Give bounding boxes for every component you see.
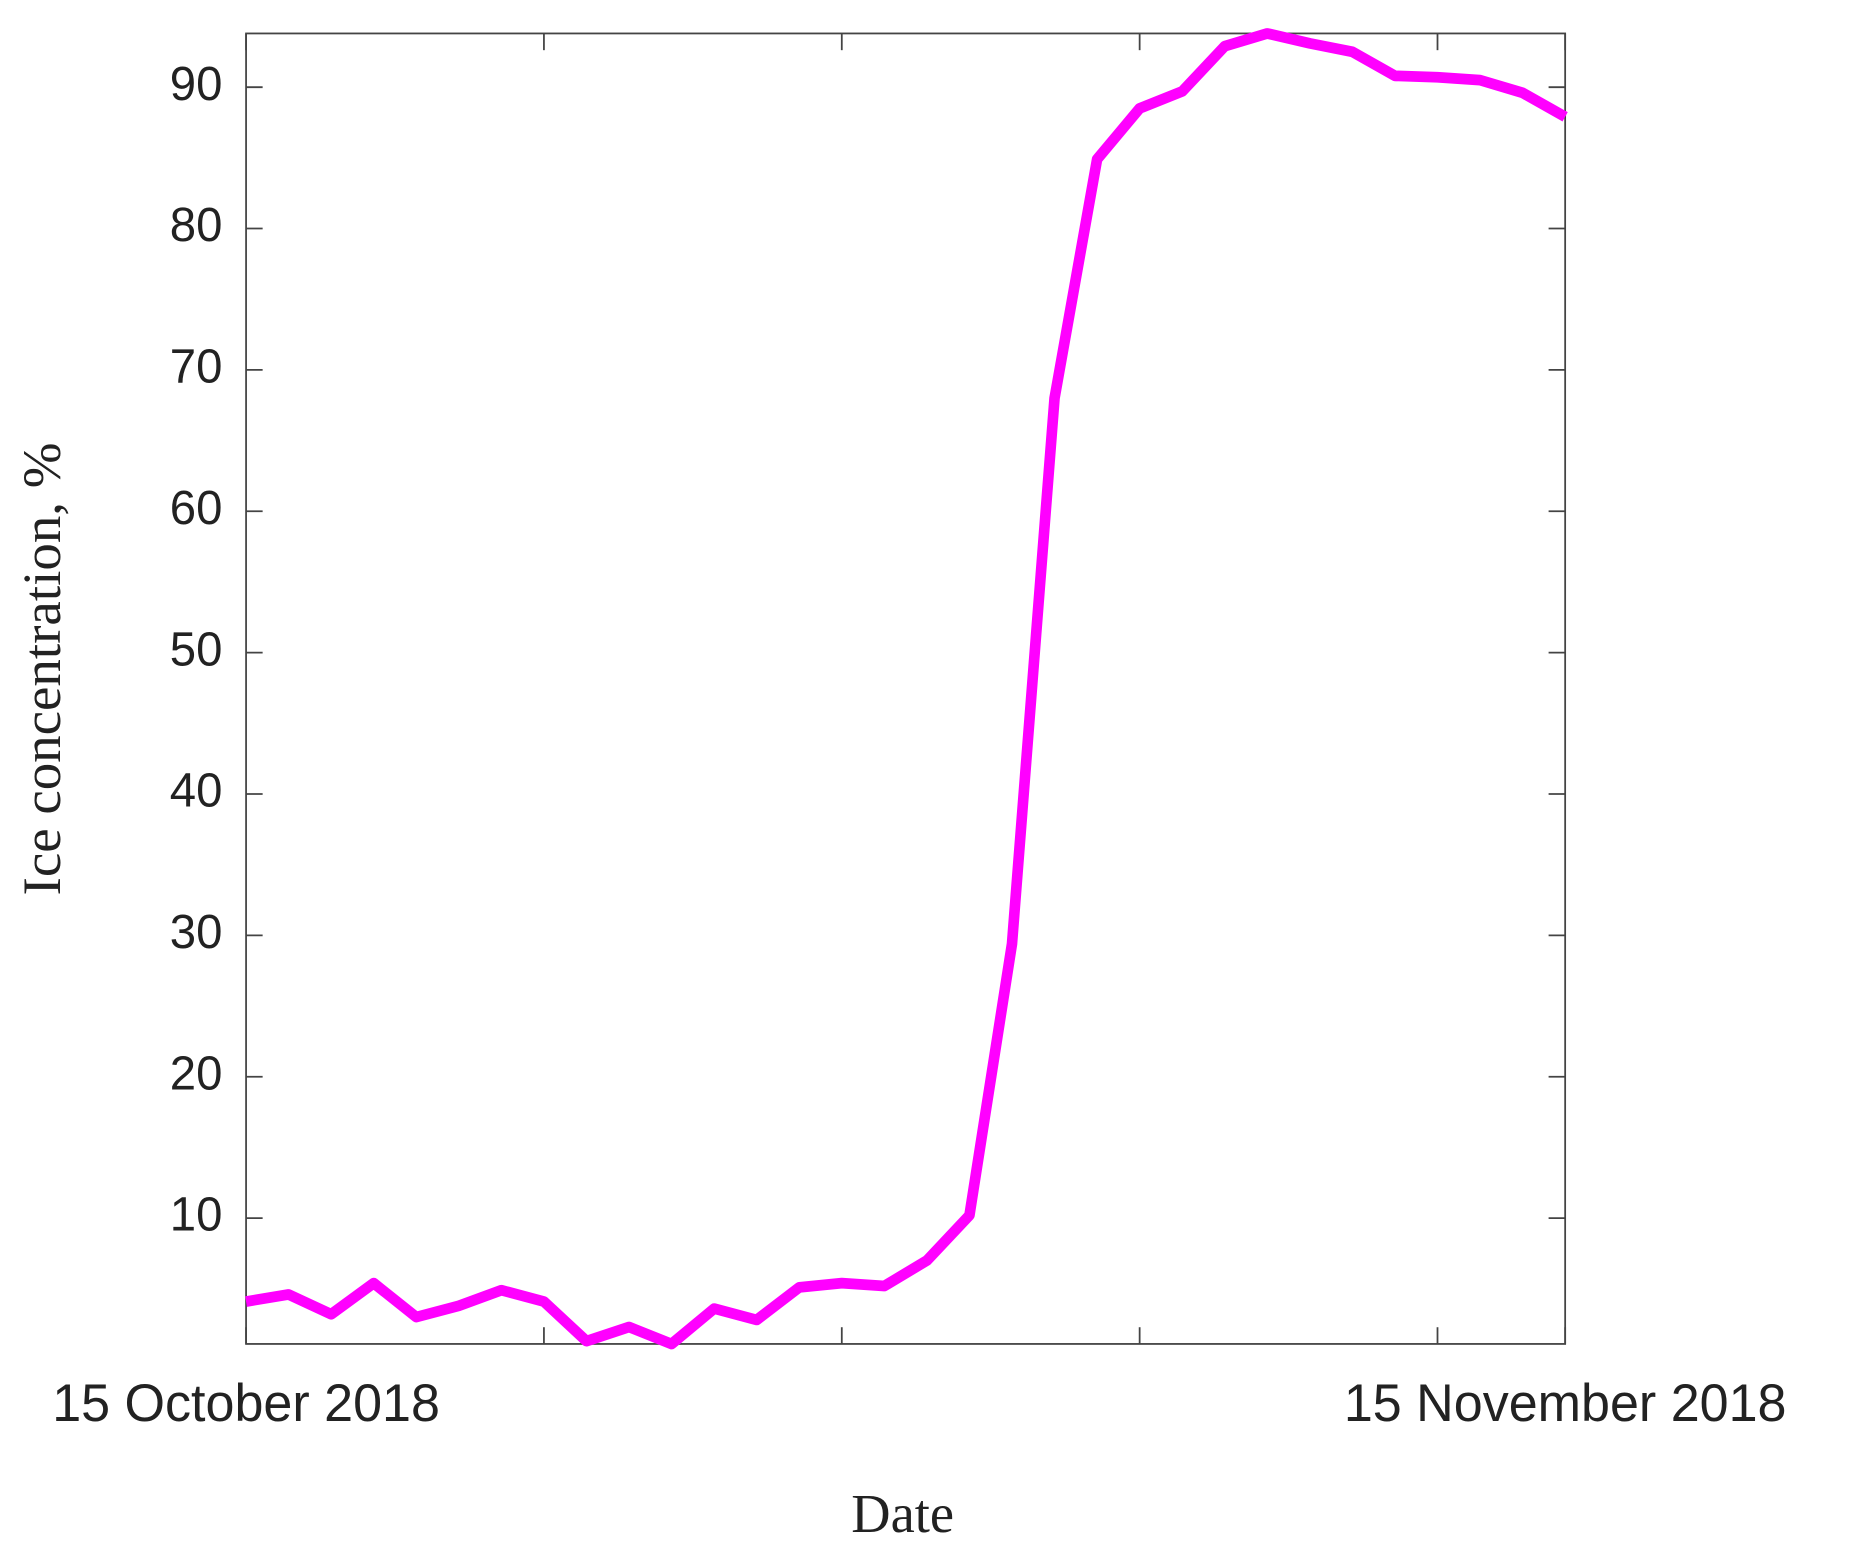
y-tick-label: 10 xyxy=(170,1189,223,1242)
x-axis-label: Date xyxy=(851,1483,954,1544)
x-tick-label: 15 November 2018 xyxy=(1344,1375,1787,1433)
y-tick-label: 20 xyxy=(170,1047,223,1100)
y-tick-label: 30 xyxy=(170,906,223,959)
y-tick-label: 70 xyxy=(170,340,223,393)
y-tick-label: 90 xyxy=(170,58,223,111)
data-line xyxy=(245,28,1568,1350)
y-axis-label: Ice concentration, % xyxy=(11,442,72,895)
y-tick-label: 60 xyxy=(170,482,223,535)
y-tick-label: 80 xyxy=(170,199,223,252)
plot-frame xyxy=(245,32,1567,1345)
y-tick-label: 50 xyxy=(170,623,223,676)
y-tick-label: 40 xyxy=(170,764,223,817)
x-tick-label: 15 October 2018 xyxy=(52,1375,440,1433)
